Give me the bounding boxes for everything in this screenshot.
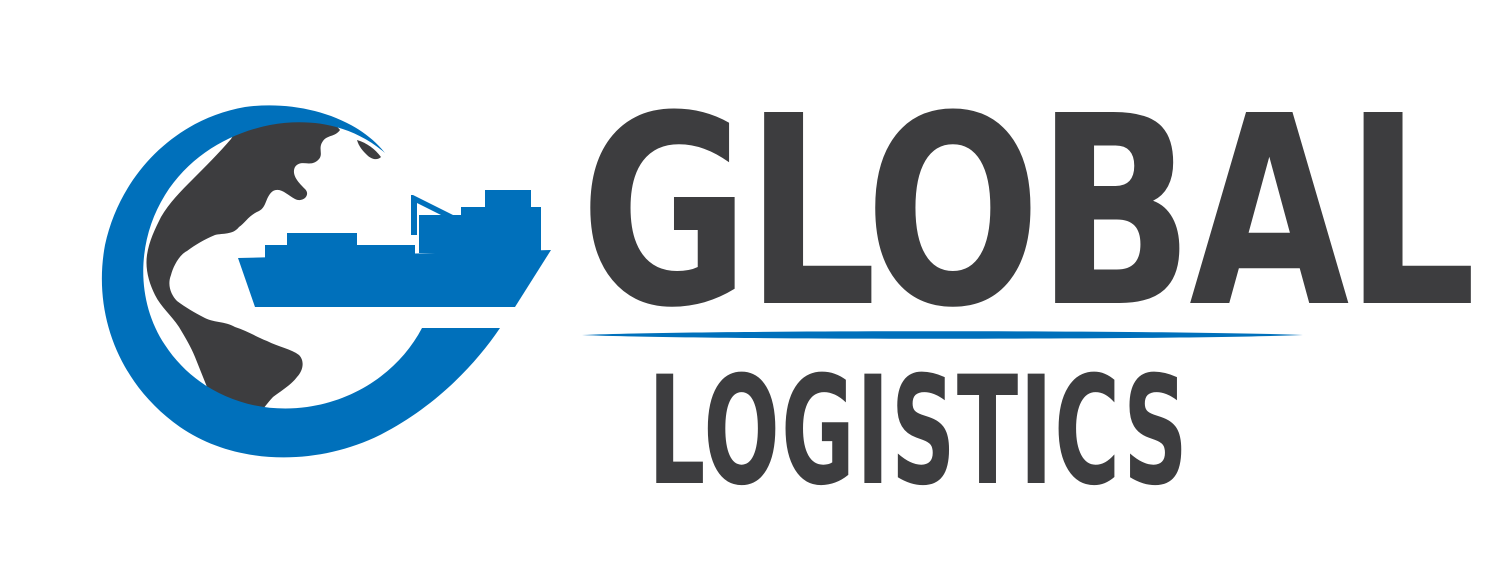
swoosh (101, 105, 500, 458)
divider-line (582, 331, 1303, 339)
waterline (245, 307, 507, 310)
wordmark: GLOBAL LOGISTICS (580, 60, 1477, 519)
primary-wordmark: GLOBAL (580, 60, 1477, 365)
globe-continents (146, 116, 381, 414)
globe-with-cargo-ship-icon (101, 105, 551, 458)
cargo-ship (238, 190, 551, 307)
secondary-wordmark: LOGISTICS (648, 345, 1190, 519)
